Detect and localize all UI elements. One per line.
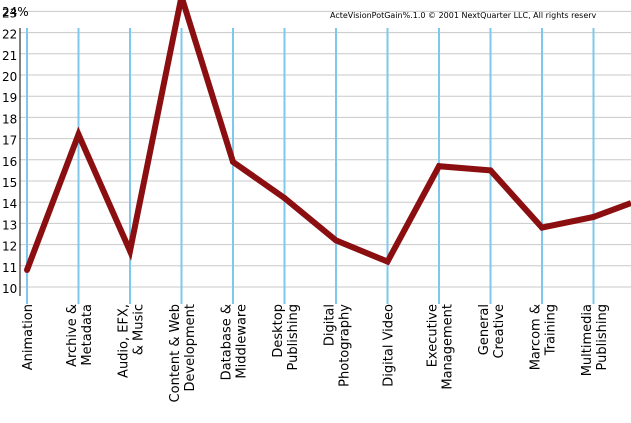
x-tick-label: Publishing — [286, 304, 301, 370]
x-tick-label: Publishing — [595, 304, 610, 370]
y-tick-label: 21 — [2, 49, 17, 63]
x-tick-label: Audio, EFX, — [117, 304, 132, 378]
data-point — [281, 194, 288, 201]
data-points — [24, 131, 597, 274]
y-tick-label: 15 — [2, 176, 17, 190]
y-tick-label: 12 — [2, 240, 17, 254]
data-point — [127, 247, 133, 254]
data-point — [487, 167, 494, 174]
data-point — [436, 163, 442, 170]
copyright-text: ActeVisionPotGain%.1.0 © 2001 NextQuarte… — [330, 11, 597, 20]
data-point — [24, 267, 30, 274]
data-point — [230, 158, 236, 165]
x-tick-label: Creative — [492, 304, 507, 359]
y-tick-label: 10 — [2, 282, 17, 296]
x-tick-label: Animation — [21, 304, 36, 370]
x-tick-label: Middleware — [235, 304, 250, 379]
y-tick-label: 13 — [2, 218, 17, 232]
x-tick-label: & Music — [132, 304, 147, 355]
x-tick-label: Desktop — [271, 304, 286, 358]
x-tick-label: Marcom & — [529, 304, 544, 370]
data-point — [384, 258, 391, 265]
y-tick-labels: 10 11 12 13 14 15 16 17 18 19 20 21 22 23 — [2, 6, 17, 296]
y-tick-label: 22 — [2, 28, 17, 42]
y-tick-label: 19 — [2, 91, 17, 105]
x-tick-label: General — [477, 304, 492, 355]
x-tick-label: Digital Video — [382, 304, 397, 387]
y-tick-label: 23 — [2, 6, 17, 20]
y-tick-label: 11 — [2, 261, 17, 275]
x-tick-label: Digital — [323, 304, 338, 346]
x-tick-labels: Animation Archive & Metadata Audio, EFX, & M… — [21, 304, 610, 403]
y-tick-label: 14 — [2, 197, 17, 211]
x-tick-label: Content & Web — [168, 304, 183, 402]
y-tick-label: 18 — [2, 112, 17, 126]
x-tick-label: Training — [544, 304, 559, 356]
x-tick-label: Management — [441, 304, 456, 390]
y-tick-label: 16 — [2, 155, 17, 169]
data-point — [75, 131, 82, 138]
y-tick-label: 17 — [2, 134, 17, 148]
y-tick-label: 20 — [2, 70, 17, 84]
data-point — [539, 224, 545, 231]
x-tick-label: Database & — [220, 304, 235, 380]
x-tick-label: Multimedia — [580, 304, 595, 376]
x-tick-label: Executive — [426, 304, 441, 367]
y-unit-label: 24% — [2, 5, 29, 19]
horizontal-gridlines — [20, 10, 631, 288]
x-tick-label: Archive & — [65, 304, 80, 367]
x-tick-label: Photography — [338, 304, 353, 387]
vertical-gridlines — [26, 28, 595, 304]
data-point — [590, 214, 597, 221]
x-tick-label: Development — [183, 304, 198, 392]
x-tick-label: Metadata — [80, 304, 95, 366]
data-point — [333, 237, 339, 244]
